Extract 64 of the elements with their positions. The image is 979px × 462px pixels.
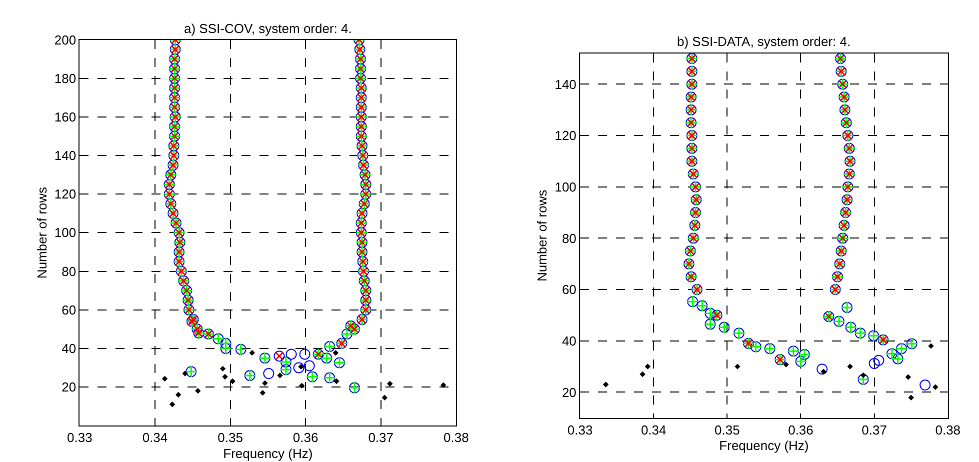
point (249, 350, 255, 356)
point (602, 382, 609, 388)
y-axis-title: Number of rows (534, 189, 550, 282)
point (230, 378, 236, 384)
point (334, 378, 340, 384)
x-tick-label: 0.33 (67, 430, 92, 446)
y-tick-label: 140 (54, 148, 76, 164)
point (175, 392, 182, 398)
point (169, 402, 176, 408)
point (277, 372, 283, 378)
point (222, 374, 228, 380)
point (382, 394, 388, 400)
x-tick-label: 0.37 (368, 430, 394, 446)
y-tick-label: 100 (554, 179, 576, 194)
x-tick-label: 0.34 (640, 422, 666, 438)
point (932, 384, 938, 390)
point (387, 380, 393, 387)
x-tick-label: 0.34 (142, 430, 168, 446)
y-axis-title: Number of rows (34, 186, 50, 279)
y-tick-label: 60 (562, 282, 576, 298)
point (640, 371, 646, 378)
y-tick-label: 160 (54, 109, 76, 124)
x-axis-title: Frequency (Hz) (223, 446, 313, 461)
x-tick-label: 0.35 (714, 422, 740, 438)
y-tick-label: 200 (54, 32, 76, 48)
point (440, 382, 446, 388)
y-tick-label: 180 (54, 70, 76, 86)
y-tick-label: 80 (62, 264, 76, 279)
point (847, 364, 853, 370)
x-tick-label: 0.38 (443, 430, 469, 446)
point (908, 394, 914, 400)
y-tick-label: 80 (562, 230, 576, 246)
y-tick-label: 40 (62, 340, 76, 356)
point (783, 362, 789, 368)
y-tick-label: 120 (554, 128, 576, 144)
y-tick-label: 100 (54, 225, 76, 240)
point (195, 388, 201, 394)
x-axis-title: Frequency (Hz) (719, 438, 809, 454)
y-tick-label: 140 (554, 76, 576, 92)
point (928, 343, 934, 349)
x-tick-label: 0.33 (567, 422, 593, 438)
point (220, 366, 226, 372)
y-tick-label: 20 (562, 384, 576, 400)
point (260, 390, 266, 396)
point (182, 370, 188, 376)
x-tick-label: 0.36 (788, 422, 814, 438)
point (332, 350, 339, 356)
y-tick-label: 20 (62, 380, 76, 395)
chart-title: b) SSI-DATA, system order: 4. (677, 34, 851, 49)
point (162, 376, 168, 382)
point (298, 382, 305, 389)
point (262, 380, 268, 386)
y-tick-label: 40 (562, 333, 576, 348)
y-tick-label: 60 (62, 302, 76, 318)
point (644, 364, 651, 370)
x-tick-label: 0.35 (218, 430, 243, 446)
point (905, 374, 912, 380)
chart-title: a) SSI-COV, system order: 4. (184, 21, 352, 36)
x-tick-label: 0.38 (935, 422, 961, 438)
x-tick-label: 0.36 (292, 430, 318, 446)
y-tick-label: 120 (54, 186, 76, 202)
point (860, 372, 866, 378)
x-tick-label: 0.37 (862, 422, 887, 438)
point (734, 364, 740, 370)
